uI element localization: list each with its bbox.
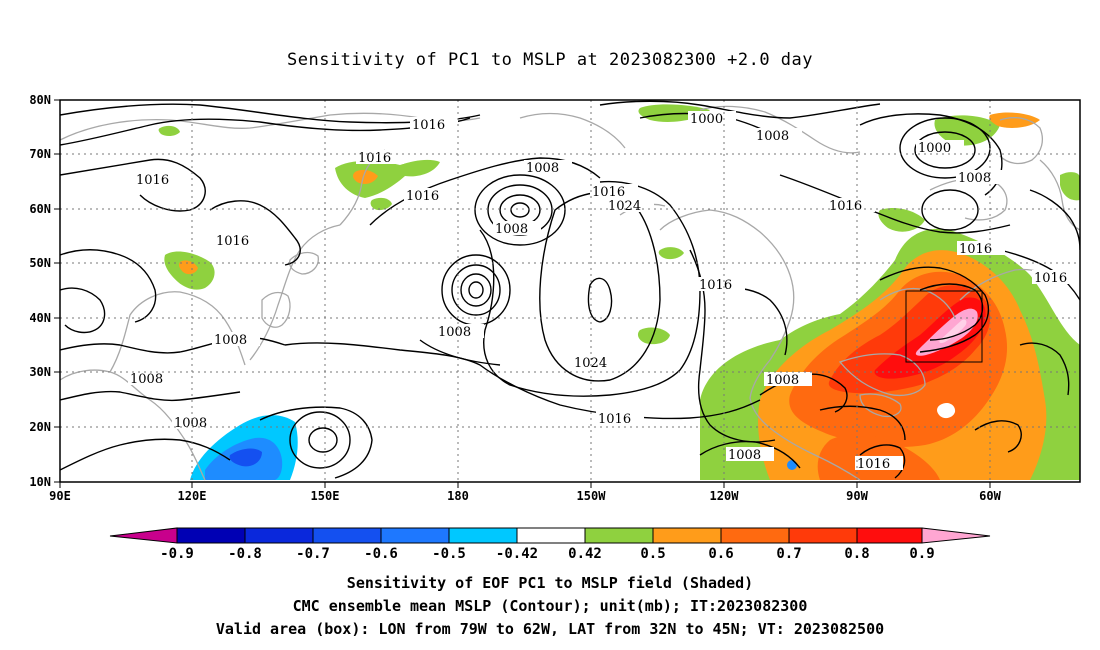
contour-label: 1008 — [495, 222, 528, 237]
contour-label: 1008 — [728, 448, 761, 463]
colorbar-left-arrow — [109, 527, 178, 544]
colorbar — [109, 527, 991, 544]
lon-label: 90E — [49, 489, 71, 503]
valid-area-box — [905, 290, 983, 363]
contour-label: 1000 — [690, 112, 723, 127]
lon-label: 180 — [447, 489, 469, 503]
colorbar-tick: 0.7 — [776, 546, 801, 562]
caption-contour: CMC ensemble mean MSLP (Contour); unit(m… — [292, 597, 808, 615]
contour-label: 1008 — [214, 333, 247, 348]
contour-label: 1008 — [766, 373, 799, 388]
latitude-labels: 80N 70N 60N 50N 40N 30N 20N 10N — [29, 93, 51, 489]
axis-ticks — [54, 99, 991, 488]
lon-label: 120E — [178, 489, 207, 503]
contour-label: 1016 — [592, 185, 625, 200]
colorbar-tick: 0.8 — [844, 546, 869, 562]
sensitivity-shading — [158, 104, 1080, 480]
colorbar-tick: 0.42 — [568, 546, 602, 562]
lat-label: 60N — [29, 202, 51, 216]
lon-label: 90W — [846, 489, 868, 503]
colorbar-tick: -0.9 — [160, 546, 194, 562]
caption-valid-area: Valid area (box): LON from 79W to 62W, L… — [215, 620, 885, 638]
lat-label: 20N — [29, 420, 51, 434]
plot-title: Sensitivity of PC1 to MSLP at 2023082300… — [286, 50, 813, 70]
contour-label: 1016 — [136, 173, 169, 188]
map-frame — [59, 99, 1081, 483]
grid-lines — [60, 100, 1080, 482]
contour-label: 1016 — [358, 151, 391, 166]
longitude-labels: 90E 120E 150E 180 150W 120W 90W 60W — [49, 489, 1001, 503]
colorbar-segment — [516, 527, 586, 544]
colorbar-ticks: -0.9 -0.8 -0.7 -0.6 -0.5 -0.42 0.42 0.5 … — [160, 546, 935, 562]
contour-label: 1008 — [438, 325, 471, 340]
contour-label: 1016 — [959, 242, 992, 257]
colorbar-tick: -0.8 — [228, 546, 262, 562]
colorbar-segment — [176, 527, 246, 544]
contour-label: 1016 — [857, 457, 890, 472]
lon-label: 60W — [979, 489, 1001, 503]
caption-shading: Sensitivity of EOF PC1 to MSLP field (Sh… — [346, 574, 754, 592]
contour-label: 1016 — [1034, 271, 1067, 286]
colorbar-segment — [312, 527, 382, 544]
lat-label: 70N — [29, 147, 51, 161]
contour-label: 1016 — [216, 234, 249, 249]
contour-label: 1016 — [598, 412, 631, 427]
contour-label: 1024 — [574, 356, 607, 371]
colorbar-tick: -0.6 — [364, 546, 398, 562]
colorbar-segment — [584, 527, 654, 544]
lon-label: 150E — [311, 489, 340, 503]
contour-label: 1008 — [958, 171, 991, 186]
contour-label: 1008 — [174, 416, 207, 431]
lat-label: 50N — [29, 256, 51, 270]
contour-label: 1008 — [526, 161, 559, 176]
contour-label: 1016 — [412, 118, 445, 133]
colorbar-tick: 0.9 — [909, 546, 934, 562]
colorbar-segment — [244, 527, 314, 544]
contour-label: 1008 — [756, 129, 789, 144]
colorbar-tick: -0.5 — [432, 546, 466, 562]
colorbar-segment — [652, 527, 722, 544]
colorbar-tick: 0.5 — [640, 546, 665, 562]
lon-label: 150W — [577, 489, 607, 503]
contour-label: 1016 — [699, 278, 732, 293]
colorbar-segment — [856, 527, 923, 544]
contour-label: 1000 — [918, 141, 951, 156]
lat-label: 40N — [29, 311, 51, 325]
colorbar-tick: 0.6 — [708, 546, 733, 562]
contour-label: 1016 — [406, 189, 439, 204]
lat-label: 10N — [29, 475, 51, 489]
colorbar-segment — [448, 527, 518, 544]
pacific-negative-region — [190, 415, 797, 480]
colorbar-segment — [720, 527, 790, 544]
lat-label: 80N — [29, 93, 51, 107]
colorbar-right-arrow — [921, 527, 991, 544]
lat-label: 30N — [29, 365, 51, 379]
contour-label: 1024 — [608, 199, 641, 214]
lon-label: 120W — [710, 489, 740, 503]
colorbar-segment — [380, 527, 450, 544]
contour-label: 1008 — [130, 372, 163, 387]
colorbar-segment — [788, 527, 858, 544]
colorbar-tick: -0.42 — [496, 546, 538, 562]
colorbar-tick: -0.7 — [296, 546, 330, 562]
contour-label: 1016 — [829, 199, 862, 214]
